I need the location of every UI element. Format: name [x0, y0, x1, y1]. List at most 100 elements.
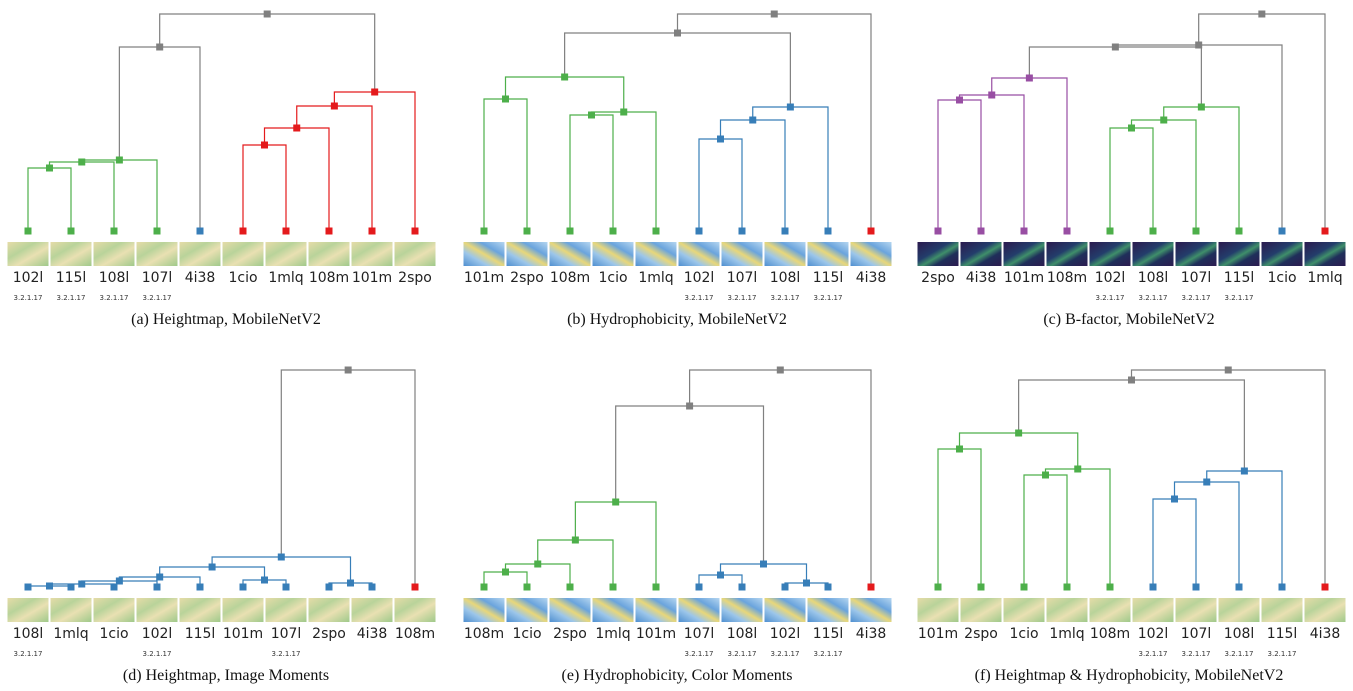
node-marker	[612, 498, 620, 506]
node-marker	[502, 568, 509, 576]
node-marker	[67, 583, 75, 591]
node-marker	[1128, 376, 1135, 384]
leaf-thumbnail	[850, 242, 892, 266]
dendrogram-link	[958, 94, 1025, 231]
dendrogram-link	[937, 99, 982, 231]
leaf-thumbnail	[50, 598, 92, 622]
leaf-label: 1cio	[99, 626, 128, 642]
leaf-thumbnail	[1261, 242, 1303, 266]
leaf-label: 2spo	[553, 626, 587, 642]
node-marker	[1258, 10, 1266, 18]
leaf-label: 4i38	[856, 270, 887, 286]
node-marker	[1149, 583, 1157, 591]
leaf-sublabel: 3.2.1.17	[1182, 294, 1211, 302]
leaf-label: 108m	[1090, 626, 1130, 642]
node-marker	[1278, 227, 1286, 235]
leaf-thumbnail	[222, 598, 264, 622]
node-marker	[115, 156, 123, 164]
leaf-label: 1mlq	[53, 626, 88, 642]
leaf-label: 108m	[464, 626, 504, 642]
dendrogram-link	[688, 369, 872, 587]
node-marker	[24, 227, 32, 235]
leaf-label: 108l	[770, 270, 801, 286]
leaf-label: 4i38	[1310, 626, 1341, 642]
node-marker	[534, 560, 542, 568]
leaf-label: 115l	[1267, 626, 1298, 642]
node-marker	[588, 111, 595, 119]
node-marker	[1149, 227, 1157, 235]
leaf-sublabel: 3.2.1.17	[1225, 294, 1254, 302]
leaf-thumbnail	[549, 242, 591, 266]
dendrogram-link	[242, 144, 287, 231]
node-marker	[156, 573, 164, 581]
leaf-thumbnail	[592, 598, 634, 622]
node-marker	[282, 583, 290, 591]
node-marker	[282, 227, 290, 235]
node-marker	[261, 141, 268, 149]
node-marker	[717, 571, 724, 579]
leaf-thumbnail	[1132, 242, 1174, 266]
panel-caption: (a) Heightmap, MobileNetV2	[131, 311, 321, 328]
node-marker	[523, 227, 531, 235]
leaf-thumbnail	[7, 242, 49, 266]
leaf-thumbnail	[678, 598, 720, 622]
leaf-thumbnail	[721, 598, 763, 622]
leaf-thumbnail	[179, 598, 221, 622]
dendrogram-link	[1130, 119, 1197, 231]
dendrogram-link	[752, 106, 829, 231]
leaf-label: 108l	[99, 270, 130, 286]
leaf-label: 2spo	[510, 270, 544, 286]
dendrogram-link	[483, 98, 528, 231]
leaf-thumbnail	[136, 598, 178, 622]
leaf-thumbnail	[265, 598, 307, 622]
node-marker	[1128, 124, 1135, 132]
leaf-thumbnail	[917, 242, 959, 266]
node-marker	[956, 96, 963, 104]
leaf-label: 1mlq	[1307, 270, 1342, 286]
dendrogram-link	[1130, 369, 1326, 587]
leaf-sublabel: 3.2.1.17	[771, 650, 800, 658]
leaf-label: 108l	[1224, 626, 1255, 642]
node-marker	[110, 227, 118, 235]
node-marker	[208, 563, 216, 571]
node-marker	[371, 88, 379, 96]
leaf-thumbnail	[1089, 598, 1131, 622]
node-marker	[325, 227, 333, 235]
leaf-sublabel: 3.2.1.17	[685, 294, 714, 302]
node-marker	[196, 583, 204, 591]
leaf-sublabel: 3.2.1.17	[14, 294, 43, 302]
node-marker	[781, 227, 789, 235]
leaf-label: 1mlq	[595, 626, 630, 642]
leaf-label: 102l	[142, 626, 173, 642]
leaf-label: 102l	[684, 270, 715, 286]
panel-caption: (e) Hydrophobicity, Color Moments	[562, 667, 793, 684]
leaf-label: 1mlq	[268, 270, 303, 286]
leaf-label: 4i38	[856, 626, 887, 642]
leaf-thumbnail	[917, 598, 959, 622]
leaf-thumbnail	[807, 598, 849, 622]
node-marker	[480, 583, 488, 591]
node-marker	[620, 108, 628, 116]
leaf-thumbnail	[1175, 242, 1217, 266]
leaf-sublabel: 3.2.1.17	[814, 294, 843, 302]
node-marker	[1063, 583, 1071, 591]
dendrogram-link	[1152, 498, 1197, 587]
node-marker	[263, 10, 271, 18]
leaf-thumbnail	[721, 242, 763, 266]
leaf-thumbnail	[351, 242, 393, 266]
dendrogram-link	[698, 138, 743, 231]
leaf-label: 115l	[813, 270, 844, 286]
node-marker	[1235, 227, 1243, 235]
node-marker	[344, 366, 352, 374]
leaf-thumbnail	[394, 598, 436, 622]
leaf-thumbnail	[850, 598, 892, 622]
dendrogram-link	[263, 127, 330, 231]
leaf-thumbnail	[50, 242, 92, 266]
leaf-label: 4i38	[966, 270, 997, 286]
node-marker	[67, 227, 75, 235]
leaf-label: 101m	[352, 270, 392, 286]
leaf-thumbnail	[1218, 598, 1260, 622]
node-marker	[867, 583, 875, 591]
leaf-thumbnail	[764, 598, 806, 622]
dendrogram-link	[27, 167, 72, 231]
